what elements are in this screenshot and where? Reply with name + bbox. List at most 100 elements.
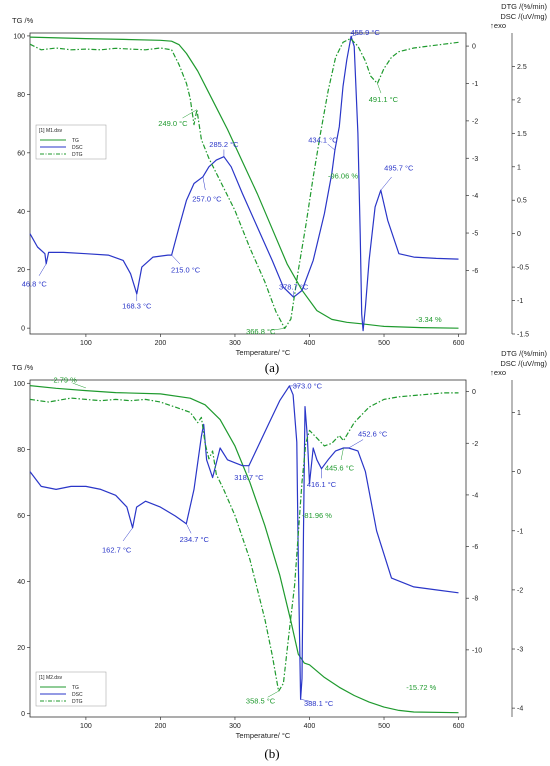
annotation-label: 491.1 °C: [369, 95, 399, 104]
tg-tick-label: 80: [17, 92, 25, 99]
tg-tick-label: 60: [17, 513, 25, 520]
annotation-label: 285.2 °C: [209, 140, 239, 149]
dtg-tick-label: -3: [472, 156, 478, 163]
dsc-tick-label: -4: [517, 706, 523, 713]
annotation-leader: [182, 109, 198, 119]
dsc-axis-label: DSC /(uV/mg): [500, 12, 547, 21]
annotation-leader: [122, 527, 133, 542]
legend-label: DSC: [72, 145, 83, 151]
annotation-leader: [267, 690, 279, 698]
annotation-label: -81.96 %: [302, 511, 332, 520]
legend-box: [35, 671, 107, 707]
tg-tick-label: 0: [21, 711, 25, 718]
dtg-tick-label: -8: [472, 596, 478, 603]
annotation-leader: [377, 83, 382, 94]
dsc-tick-label: 2: [517, 97, 521, 104]
dtg-tick-label: -2: [472, 118, 478, 125]
annotation-leader: [38, 263, 47, 276]
legend-file: [1] M2.dsv: [39, 675, 63, 681]
dsc-tick-label: -1: [517, 528, 523, 535]
legend-box: [35, 124, 107, 160]
series-tg-line: [29, 385, 459, 714]
x-tick-label: 300: [229, 723, 241, 730]
annotation-label: -15.72 %: [406, 683, 436, 692]
annotation-label: 215.0 °C: [171, 266, 201, 275]
annotation-label: -96.06 %: [328, 172, 358, 181]
x-tick-label: 400: [304, 723, 316, 730]
dsc-tick-label: -2: [517, 587, 523, 594]
x-tick-label: 600: [453, 340, 465, 347]
annotation-label: 452.6 °C: [358, 429, 388, 438]
x-tick-label: 100: [80, 723, 92, 730]
dtg-tick-label: -2: [472, 441, 478, 448]
annotation-leader: [327, 143, 336, 151]
x-axis-label: Temperature/ °C: [236, 348, 291, 357]
x-tick-label: 200: [155, 723, 167, 730]
annotation-leader: [186, 523, 192, 534]
annotation-label: 445.6 °C: [325, 463, 355, 472]
legend-file: [1] M1.dsv: [39, 128, 63, 134]
dsc-tick-label: -3: [517, 647, 523, 654]
annotation-label: 46.8 °C: [22, 279, 48, 288]
annotation-label: 234.7 °C: [180, 535, 210, 544]
x-tick-label: 100: [80, 340, 92, 347]
legend-label: DTG: [72, 152, 83, 158]
dtg-tick-label: -10: [472, 647, 482, 654]
annotation-leader: [351, 33, 360, 37]
series-dsc-line: [29, 35, 459, 332]
dsc-tick-label: 1: [517, 410, 521, 417]
annotation-leader: [340, 447, 344, 461]
annotation-leader: [72, 382, 86, 389]
annotation-leader: [202, 176, 206, 191]
series-dtg-line: [29, 37, 459, 329]
annotation-label: 388.1 °C: [304, 699, 334, 708]
exo-label: ↑exo: [490, 21, 506, 30]
dsc-tick-label: -0.5: [517, 265, 529, 272]
plot-frame: [29, 32, 467, 335]
dtg-tick-label: -4: [472, 492, 478, 499]
tg-tick-label: 100: [13, 381, 25, 388]
dsc-tick-label: 0: [517, 231, 521, 238]
dtg-tick-label: 0: [472, 389, 476, 396]
tg-tick-label: 80: [17, 447, 25, 454]
legend-label: TG: [72, 138, 79, 144]
annotation-leader: [348, 439, 364, 449]
dtg-tick-label: -6: [472, 268, 478, 275]
tg-axis-label: TG /%: [12, 363, 34, 372]
dsc-tick-label: -1: [517, 298, 523, 305]
dsc-tick-label: 1.5: [517, 131, 527, 138]
exo-label: ↑exo: [490, 368, 506, 377]
annotation-leader: [171, 254, 181, 265]
annotation-label: 366.8 °C: [246, 327, 276, 336]
tg-tick-label: 20: [17, 645, 25, 652]
dtg-tick-label: 0: [472, 44, 476, 51]
legend-label: DSC: [72, 692, 83, 698]
x-tick-label: 400: [304, 340, 316, 347]
annotation-leader: [270, 328, 285, 331]
series-dtg-line: [29, 392, 459, 692]
legend-label: DTG: [72, 699, 83, 705]
annotation-label: -2.79 %: [51, 375, 77, 384]
x-tick-label: 200: [155, 340, 167, 347]
dsc-tick-label: 0.5: [517, 198, 527, 205]
dsc-tick-label: 1: [517, 164, 521, 171]
x-axis-label: Temperature/ °C: [236, 731, 291, 740]
tg-tick-label: 60: [17, 150, 25, 157]
x-tick-label: 500: [378, 340, 390, 347]
annotation-label: 318.7 °C: [234, 473, 264, 482]
dsc-axis-label: DSC /(uV/mg): [500, 359, 547, 368]
caption-a: (a): [265, 360, 279, 375]
tg-tick-label: 0: [21, 326, 25, 333]
plot-frame: [29, 379, 467, 718]
tg-tick-label: 40: [17, 209, 25, 216]
x-tick-label: 500: [378, 723, 390, 730]
annotation-label: 416.1 °C: [307, 480, 337, 489]
tg-tick-label: 100: [13, 33, 25, 40]
annotation-label: 455.9 °C: [351, 28, 381, 37]
dtg-axis-label: DTG /(%/min): [501, 2, 547, 11]
tg-tick-label: 40: [17, 579, 25, 586]
annotation-leader: [380, 176, 392, 191]
dtg-tick-label: -5: [472, 231, 478, 238]
